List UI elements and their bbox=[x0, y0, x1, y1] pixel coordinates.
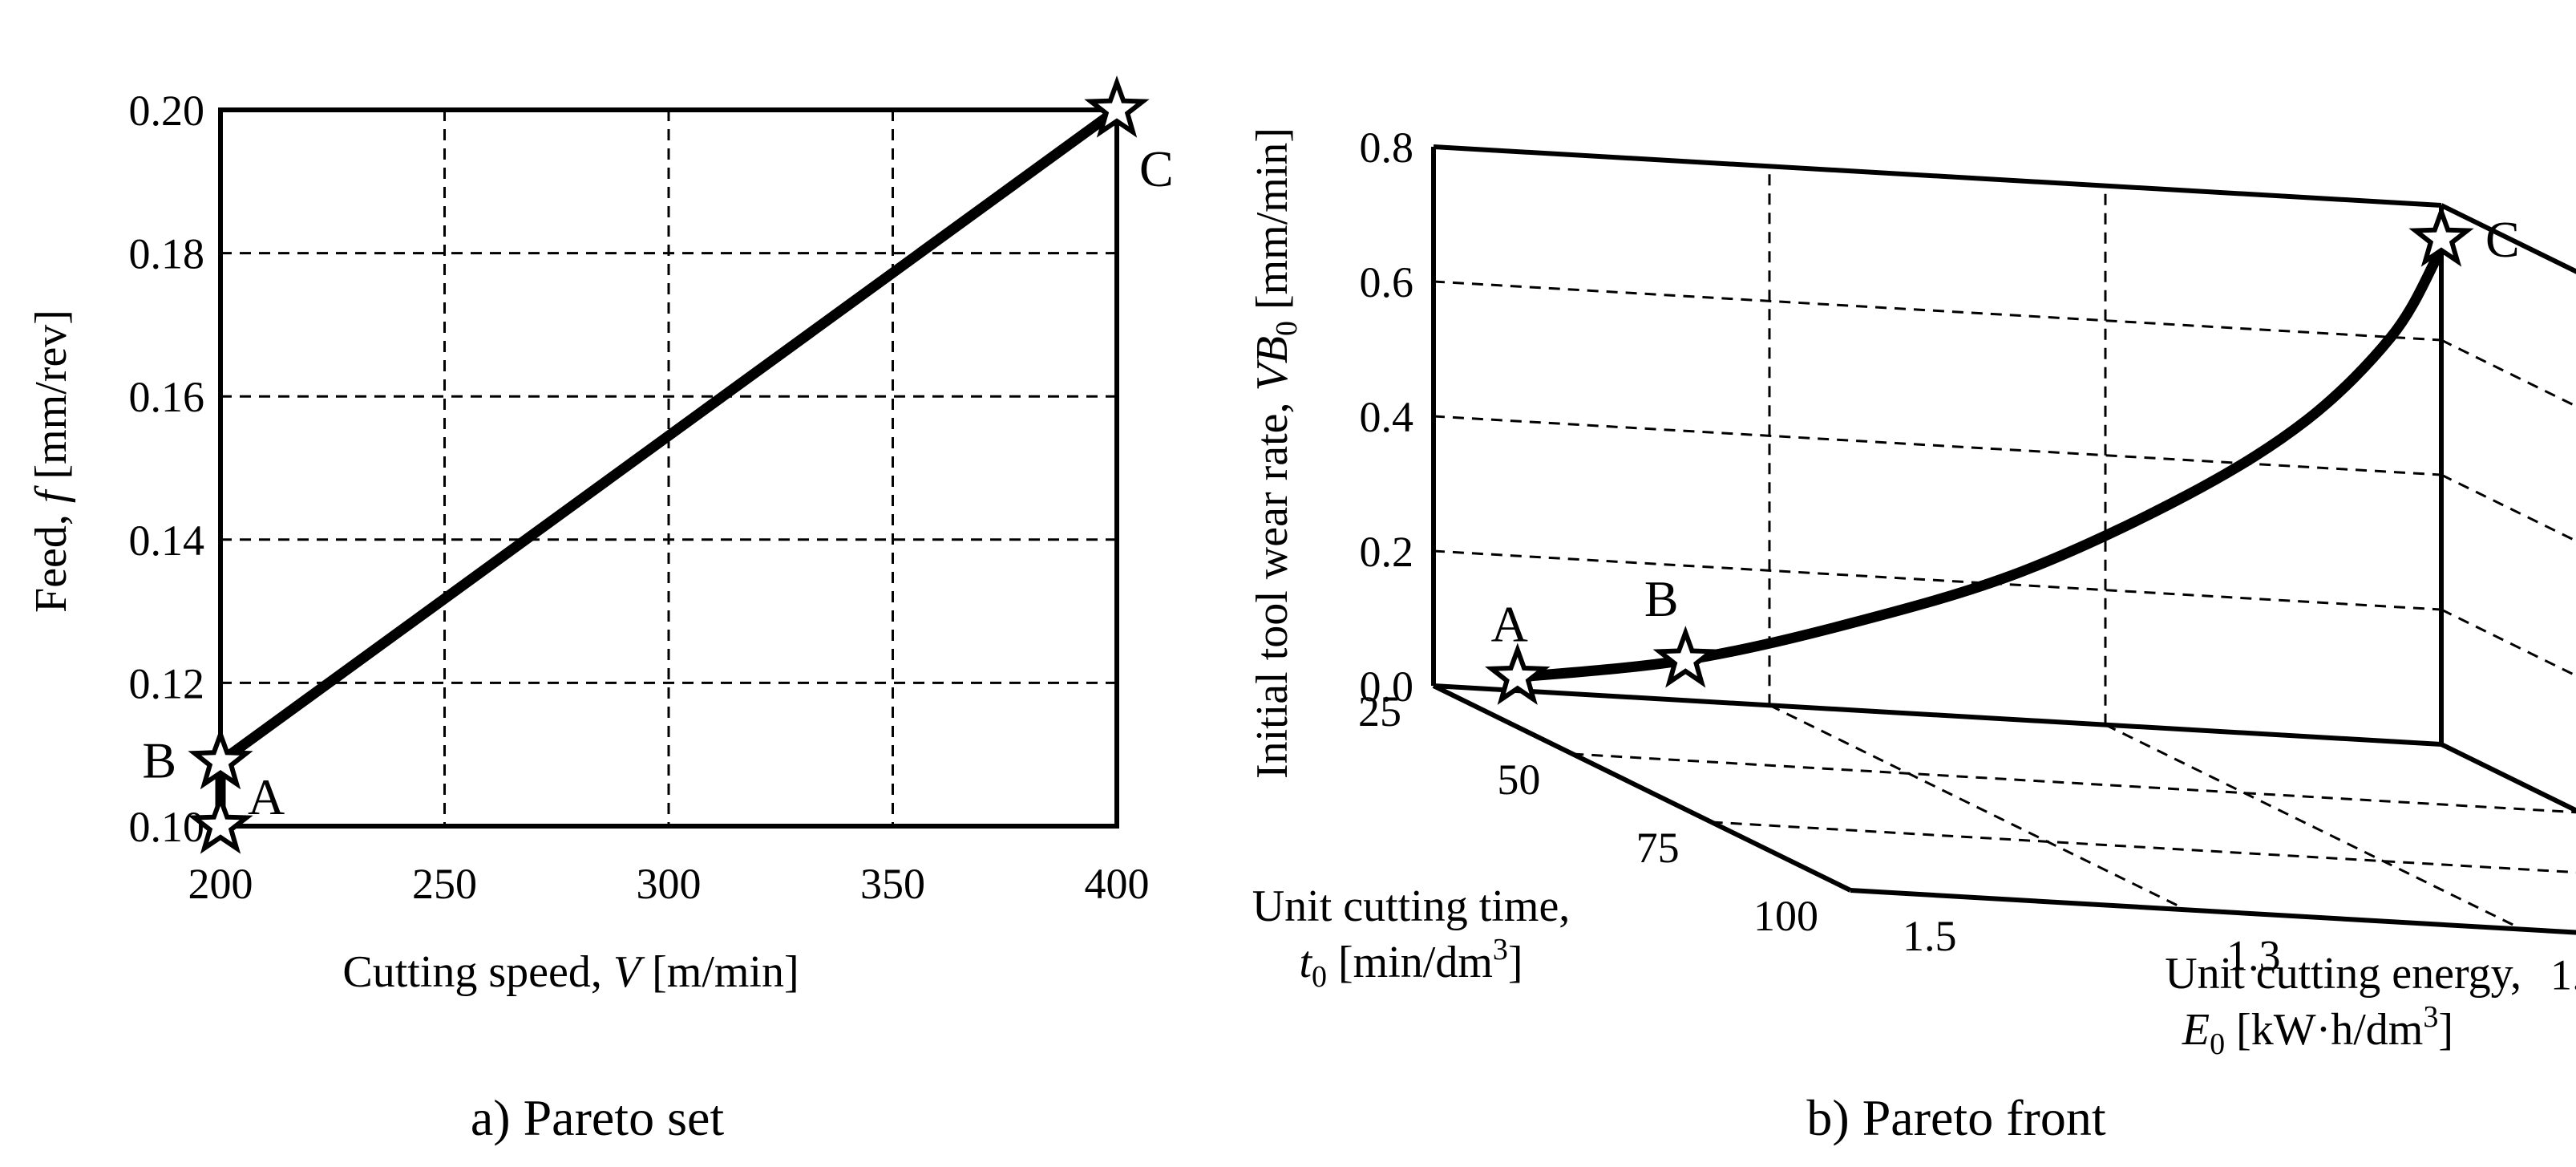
pareto-front-marker-a-star bbox=[1485, 642, 1551, 705]
pareto-front-gridlines bbox=[1433, 166, 2576, 931]
pareto-front-wall-gridline bbox=[1433, 415, 2442, 476]
pareto-front-energy-tick-labels: 0.91.11.31.5 bbox=[1903, 912, 2576, 999]
pareto-set-y-axis-label: Feed, f [mm/rev] bbox=[26, 310, 76, 613]
pareto-front-side-gridline bbox=[2441, 338, 2576, 408]
pareto-set-x-axis-label: Cutting speed, V [m/min] bbox=[342, 947, 799, 997]
pareto-front-wear-axis-label: Initial tool wear rate, VB0 [mm/min] bbox=[1248, 128, 1304, 779]
pareto-set-panel: 200 250 300 350 400 0.10 0.12 0.14 0.16 0.18 0.20… bbox=[26, 75, 1174, 1146]
pareto-set-marker-a-star bbox=[188, 792, 253, 854]
pareto-set-gridlines bbox=[220, 110, 1117, 826]
pareto-front-box-frame bbox=[1431, 144, 2576, 935]
pareto-set-marker-b-label: B bbox=[142, 732, 176, 789]
pareto-set-x-tick-label: 200 bbox=[188, 860, 253, 908]
pareto-set-x-tick-label: 300 bbox=[637, 860, 702, 908]
pareto-set-y-tick-label: 0.10 bbox=[129, 803, 205, 851]
pareto-front-marker-b-label: B bbox=[1644, 570, 1679, 627]
pareto-front-time-axis-label-line2: t0 [min/dm3] bbox=[1299, 933, 1523, 994]
pareto-set-marker-a-label: A bbox=[248, 768, 285, 825]
pareto-set-y-tick-labels: 0.10 0.12 0.14 0.16 0.18 0.20 bbox=[129, 87, 205, 851]
pareto-set-x-tick-labels: 200 250 300 350 400 bbox=[188, 860, 1150, 908]
pareto-front-box-edge bbox=[2440, 203, 2576, 274]
pareto-front-box-edge bbox=[1433, 683, 2442, 747]
pareto-front-energy-tick-label: 1.5 bbox=[1903, 912, 1957, 960]
pareto-front-marker-c-star bbox=[2408, 205, 2474, 267]
pareto-front-energy-axis-label-line2: E0 [kW·h/dm3] bbox=[2182, 1000, 2453, 1061]
pareto-front-time-tick-label: 25 bbox=[1358, 687, 1401, 735]
pareto-front-wear-tick-label: 0.0 bbox=[1360, 663, 1414, 711]
pareto-front-time-tick-label: 100 bbox=[1753, 892, 1818, 940]
pareto-set-marker-c-label: C bbox=[1139, 140, 1174, 197]
pareto-front-box-edge bbox=[1850, 888, 2576, 935]
pareto-front-time-tick-label: 75 bbox=[1636, 824, 1680, 872]
pareto-set-plot-frame bbox=[218, 107, 1119, 829]
pareto-front-energy-axis-label-line1: Unit cutting energy, bbox=[2165, 949, 2521, 999]
pareto-set-markers: A B C bbox=[142, 75, 1174, 854]
pareto-front-marker-a-label: A bbox=[1491, 595, 1528, 652]
pareto-set-x-tick-label: 400 bbox=[1085, 860, 1150, 908]
pareto-front-wear-tick-labels: 0.0 0.2 0.4 0.6 0.8 bbox=[1360, 124, 1414, 711]
pareto-set-caption: a) Pareto set bbox=[471, 1089, 725, 1146]
pareto-front-floor-gridline bbox=[1711, 821, 2576, 874]
pareto-front-floor-gridline bbox=[1769, 703, 2187, 911]
pareto-front-floor-gridline bbox=[2105, 723, 2523, 931]
pareto-set-marker-b-star bbox=[188, 727, 253, 790]
pareto-front-marker-c-label: C bbox=[2485, 211, 2520, 268]
pareto-front-curve bbox=[1512, 233, 2447, 683]
pareto-front-energy-tick-label: 1.1 bbox=[2550, 951, 2576, 999]
pareto-set-x-tick-label: 350 bbox=[860, 860, 925, 908]
pareto-front-wear-tick-label: 0.6 bbox=[1360, 258, 1414, 306]
pareto-set-y-tick-label: 0.18 bbox=[129, 230, 205, 278]
pareto-front-wall-gridline bbox=[1433, 280, 2442, 342]
pareto-set-y-tick-label: 0.20 bbox=[129, 87, 205, 135]
pareto-front-box-edge bbox=[1432, 683, 1852, 893]
pareto-front-box-edge bbox=[1433, 144, 2442, 208]
pareto-front-caption: b) Pareto front bbox=[1806, 1089, 2105, 1146]
pareto-front-side-gridline bbox=[2441, 473, 2576, 543]
pareto-front-side-gridline bbox=[2441, 608, 2576, 678]
pareto-set-y-tick-label: 0.14 bbox=[129, 517, 205, 565]
pareto-front-time-tick-labels: 25 50 75 100 bbox=[1358, 687, 1818, 940]
pareto-front-wear-tick-label: 0.2 bbox=[1360, 528, 1414, 576]
pareto-front-markers: A B C bbox=[1485, 205, 2520, 705]
pareto-set-y-tick-label: 0.12 bbox=[129, 659, 205, 707]
pareto-front-wear-tick-label: 0.8 bbox=[1360, 124, 1414, 172]
pareto-set-x-tick-label: 250 bbox=[412, 860, 477, 908]
pareto-front-wall-gridline bbox=[1433, 549, 2442, 611]
pareto-front-floor-gridline bbox=[1572, 752, 2576, 814]
pareto-set-y-tick-label: 0.16 bbox=[129, 373, 205, 421]
pareto-front-time-tick-label: 50 bbox=[1497, 756, 1540, 804]
pareto-front-wear-tick-label: 0.4 bbox=[1360, 393, 1414, 441]
pareto-front-box-edge bbox=[2440, 742, 2576, 813]
pareto-front-energy-tick-label: 1.3 bbox=[2226, 931, 2281, 979]
pareto-front-marker-b-star bbox=[1652, 626, 1718, 688]
pareto-set-marker-c-star bbox=[1084, 75, 1150, 138]
pareto-front-time-axis-label-line1: Unit cutting time, bbox=[1252, 881, 1571, 931]
